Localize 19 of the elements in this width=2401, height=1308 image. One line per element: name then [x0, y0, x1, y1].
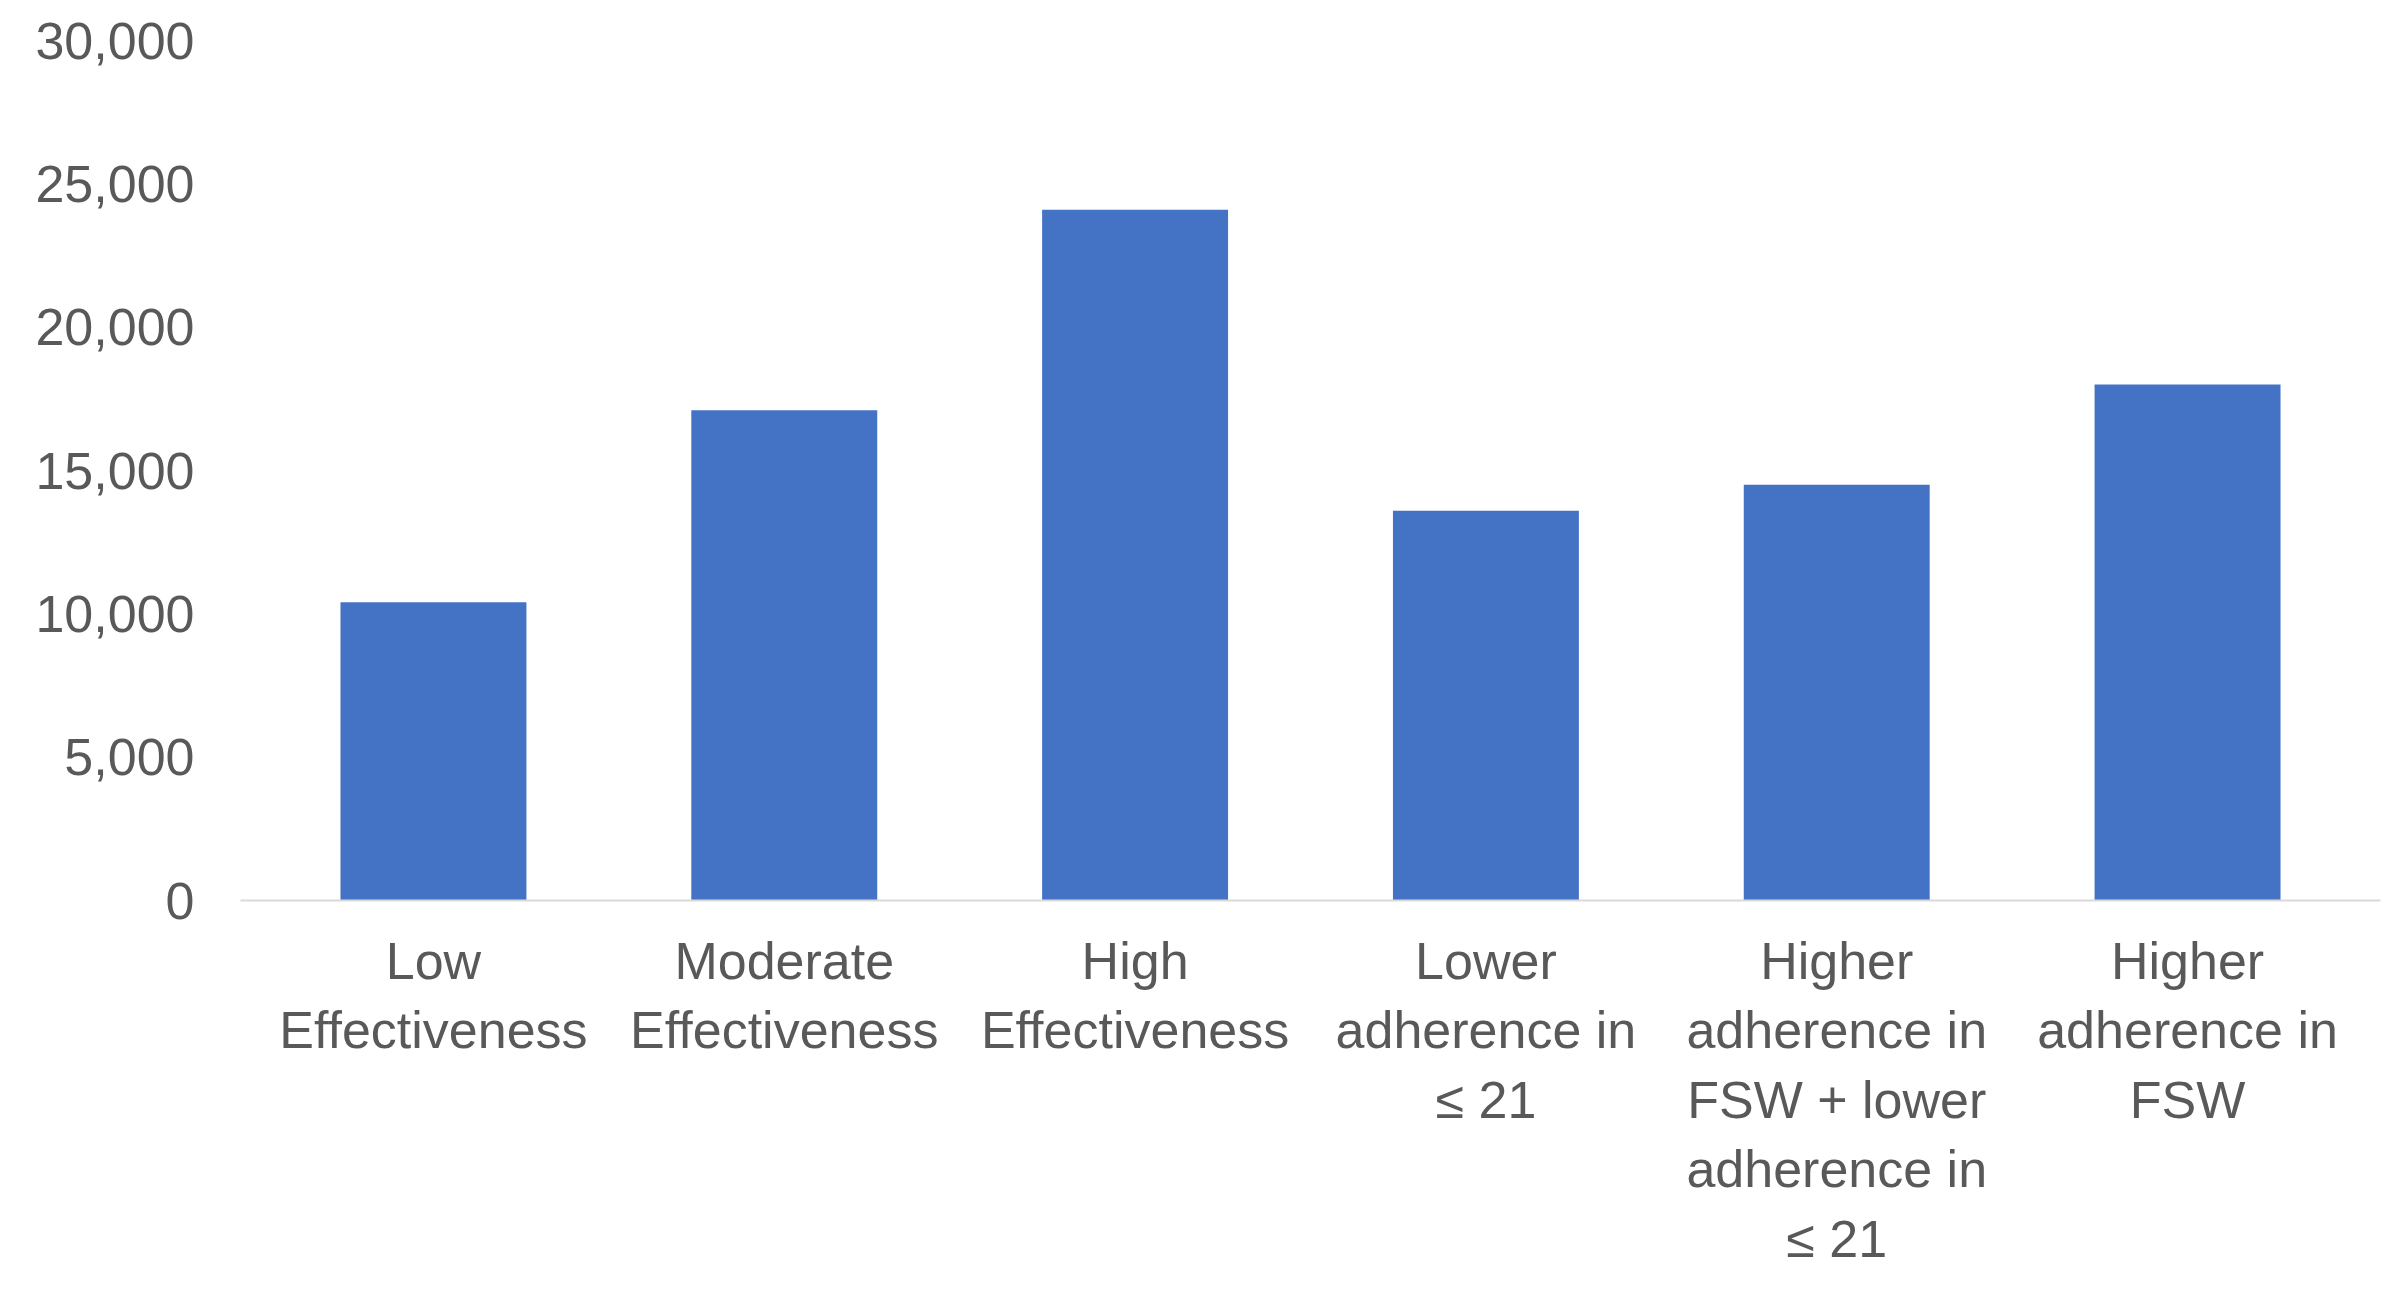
y-tick-label: 5,000	[64, 728, 195, 787]
y-tick-label: 20,000	[35, 298, 195, 357]
bar	[340, 602, 527, 901]
y-tick-label: 0	[165, 871, 195, 930]
x-tick-label: Moderate Effectiveness	[630, 931, 939, 1060]
y-tick-label: 25,000	[35, 154, 195, 213]
bar	[2094, 384, 2281, 901]
x-tick-label: Higher adherence in FSW	[2037, 931, 2338, 1129]
y-tick-label: 30,000	[35, 11, 195, 70]
y-tick-label: 10,000	[35, 584, 195, 643]
x-tick-label: Lower adherence in ≤ 21	[1335, 931, 1637, 1129]
bar	[1392, 510, 1579, 901]
x-tick-label: Higher adherence in FSW + lower adherence in ≤ 21	[1686, 931, 1988, 1268]
bar	[691, 410, 878, 901]
bar	[1743, 484, 1930, 901]
bar	[1042, 209, 1229, 901]
x-tick-label: High Effectiveness	[980, 931, 1290, 1060]
x-tick-label: Low Effectiveness	[279, 931, 588, 1060]
y-tick-label: 15,000	[35, 441, 195, 500]
